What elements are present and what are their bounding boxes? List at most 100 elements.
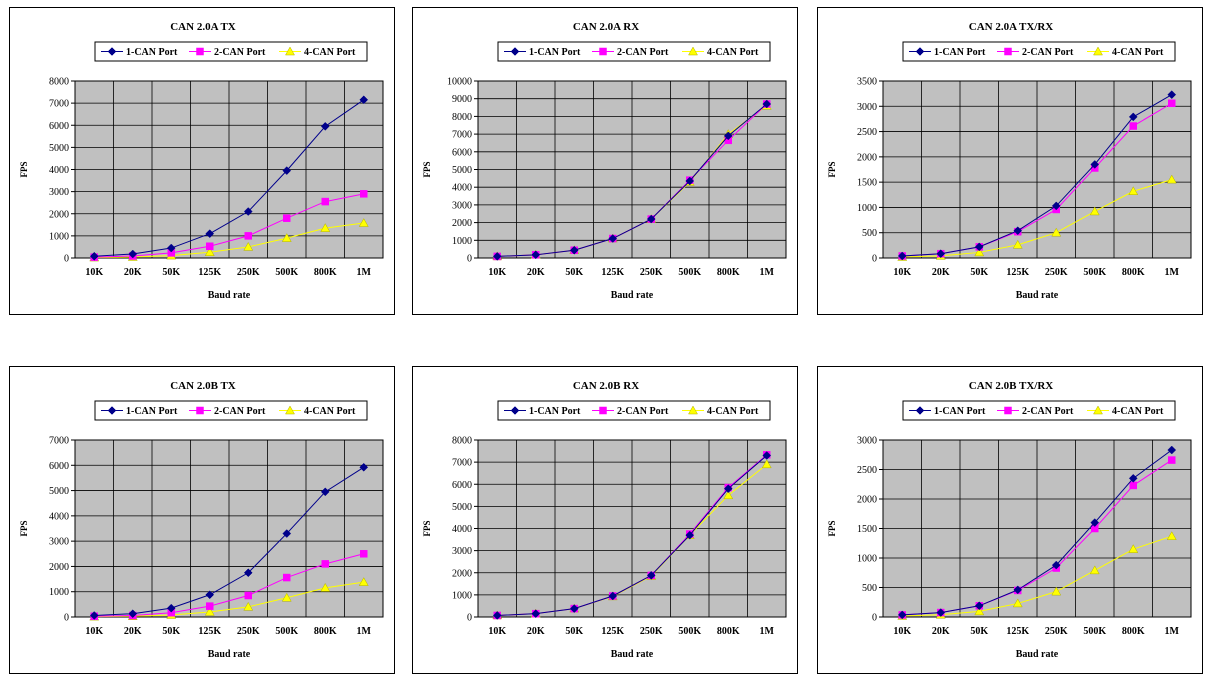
y-axis-label: FPS <box>19 520 29 536</box>
series-1 <box>89 462 369 620</box>
x-tick-label: 500K <box>678 626 701 637</box>
data-point-1 <box>1013 226 1023 236</box>
data-point-3 <box>1128 544 1139 553</box>
x-tick-label: 250K <box>237 267 260 278</box>
x-tick-label: 800K <box>717 626 740 637</box>
x-tick-label: 125K <box>198 267 221 278</box>
x-tick-label: 125K <box>601 626 624 637</box>
chart-svg-can20b-txrx: CAN 2.0B TX/RX 1-CAN Port 2-CAN Port 4-CAN … <box>827 380 1192 660</box>
legend-box <box>497 400 771 421</box>
x-tick-label: 1M <box>760 267 775 278</box>
data-point-1 <box>205 229 215 239</box>
chart-title: CAN 2.0B TX/RX <box>969 380 1054 392</box>
data-point-1 <box>569 245 579 255</box>
x-tick-label: 800K <box>1122 267 1145 278</box>
data-point-1 <box>492 611 502 620</box>
series-line-1 <box>902 449 1173 616</box>
y-tick-label: 3000 <box>49 187 69 198</box>
y-tick-label: 6000 <box>452 147 472 158</box>
x-tick-label: 20K <box>124 626 142 637</box>
series-line-3 <box>94 222 364 259</box>
data-point-3 <box>281 233 292 242</box>
legend: 1-CAN Port 2-CAN Port 4-CAN Port <box>902 41 1176 62</box>
y-tick-label: 3000 <box>857 102 877 113</box>
x-tick-label: 50K <box>565 267 583 278</box>
data-point-2 <box>283 573 291 582</box>
y-tick-label: 3000 <box>452 546 472 557</box>
data-point-1 <box>608 591 618 601</box>
x-tick-label: 10K <box>488 267 506 278</box>
data-point-3 <box>1051 586 1062 596</box>
y-tick-label: 7000 <box>49 99 69 110</box>
data-point-1 <box>128 249 138 259</box>
y-tick-label: 4000 <box>452 183 472 194</box>
data-point-1 <box>531 250 541 260</box>
x-tick-label: 250K <box>640 626 663 637</box>
data-point-1 <box>243 207 253 216</box>
y-tick-label: 5000 <box>49 143 69 154</box>
series-1 <box>89 95 369 261</box>
x-tick-label: 250K <box>1045 267 1068 278</box>
legend-label-2: 2-CAN Port <box>214 406 266 417</box>
data-point-3 <box>1012 598 1023 608</box>
data-point-1 <box>762 451 772 460</box>
y-tick-label: 500 <box>862 583 877 594</box>
legend-marker-2 <box>196 47 204 56</box>
chart-title: CAN 2.0A RX <box>573 21 639 33</box>
data-point-3 <box>358 218 369 227</box>
data-point-3 <box>974 606 985 616</box>
data-point-3 <box>974 247 985 257</box>
y-tick-label: 0 <box>64 254 69 265</box>
y-tick-label: 500 <box>862 228 877 239</box>
y-tick-label: 2000 <box>452 218 472 229</box>
data-point-3 <box>1128 186 1139 195</box>
chart-svg-can20b-tx: CAN 2.0B TX 1-CAN Port 2-CAN Port 4-CAN Por… <box>19 380 384 660</box>
data-point-1 <box>166 603 176 613</box>
y-tick-label: 1000 <box>452 590 472 601</box>
data-point-1 <box>762 99 772 109</box>
legend-label-2: 2-CAN Port <box>214 47 266 58</box>
data-point-3 <box>723 490 734 500</box>
y-tick-label: 1500 <box>857 524 877 535</box>
x-tick-label: 1M <box>1165 626 1180 637</box>
series-line-3 <box>94 581 364 618</box>
data-point-2 <box>1168 456 1176 464</box>
y-tick-label: 8000 <box>452 436 472 447</box>
data-point-2 <box>244 591 252 600</box>
y-tick-label: 6000 <box>49 461 69 472</box>
y-tick-label: 10000 <box>447 77 472 88</box>
x-tick-label: 10K <box>893 267 911 278</box>
x-tick-label: 10K <box>488 626 506 637</box>
gridlines <box>478 439 786 618</box>
data-point-2 <box>360 550 368 558</box>
y-tick-label: 1000 <box>857 203 877 214</box>
data-point-3 <box>320 223 331 232</box>
data-point-3 <box>1089 565 1100 575</box>
x-tick-label: 500K <box>1083 267 1106 278</box>
data-point-1 <box>282 166 292 175</box>
chart-panel-can20a-rx: CAN 2.0A RX 1-CAN Port 2-CAN Port 4-CAN Por… <box>412 7 798 315</box>
data-point-2 <box>321 560 329 568</box>
legend: 1-CAN Port 2-CAN Port 4-CAN Port <box>94 400 368 421</box>
x-axis-label: Baud rate <box>1016 649 1059 660</box>
data-point-3 <box>1166 531 1177 540</box>
legend-label-3: 4-CAN Port <box>1112 406 1164 417</box>
y-tick-label: 2500 <box>857 465 877 476</box>
y-tick-label: 7000 <box>452 130 472 141</box>
x-axis-label: Baud rate <box>208 649 251 660</box>
x-tick-label: 1M <box>357 267 372 278</box>
legend-marker-1 <box>510 406 520 415</box>
data-point-1 <box>1090 160 1100 169</box>
legend-marker-1 <box>915 47 925 56</box>
y-tick-label: 4000 <box>49 165 69 176</box>
data-point-1 <box>1128 473 1138 483</box>
data-point-1 <box>128 609 138 619</box>
legend-box <box>497 41 771 62</box>
series-2 <box>90 550 368 620</box>
y-tick-label: 2000 <box>857 152 877 163</box>
gridlines <box>883 80 1191 259</box>
y-axis-label: FPS <box>827 161 837 177</box>
y-axis-label: FPS <box>422 161 432 177</box>
y-tick-label: 0 <box>467 254 472 265</box>
data-point-2 <box>283 214 291 222</box>
